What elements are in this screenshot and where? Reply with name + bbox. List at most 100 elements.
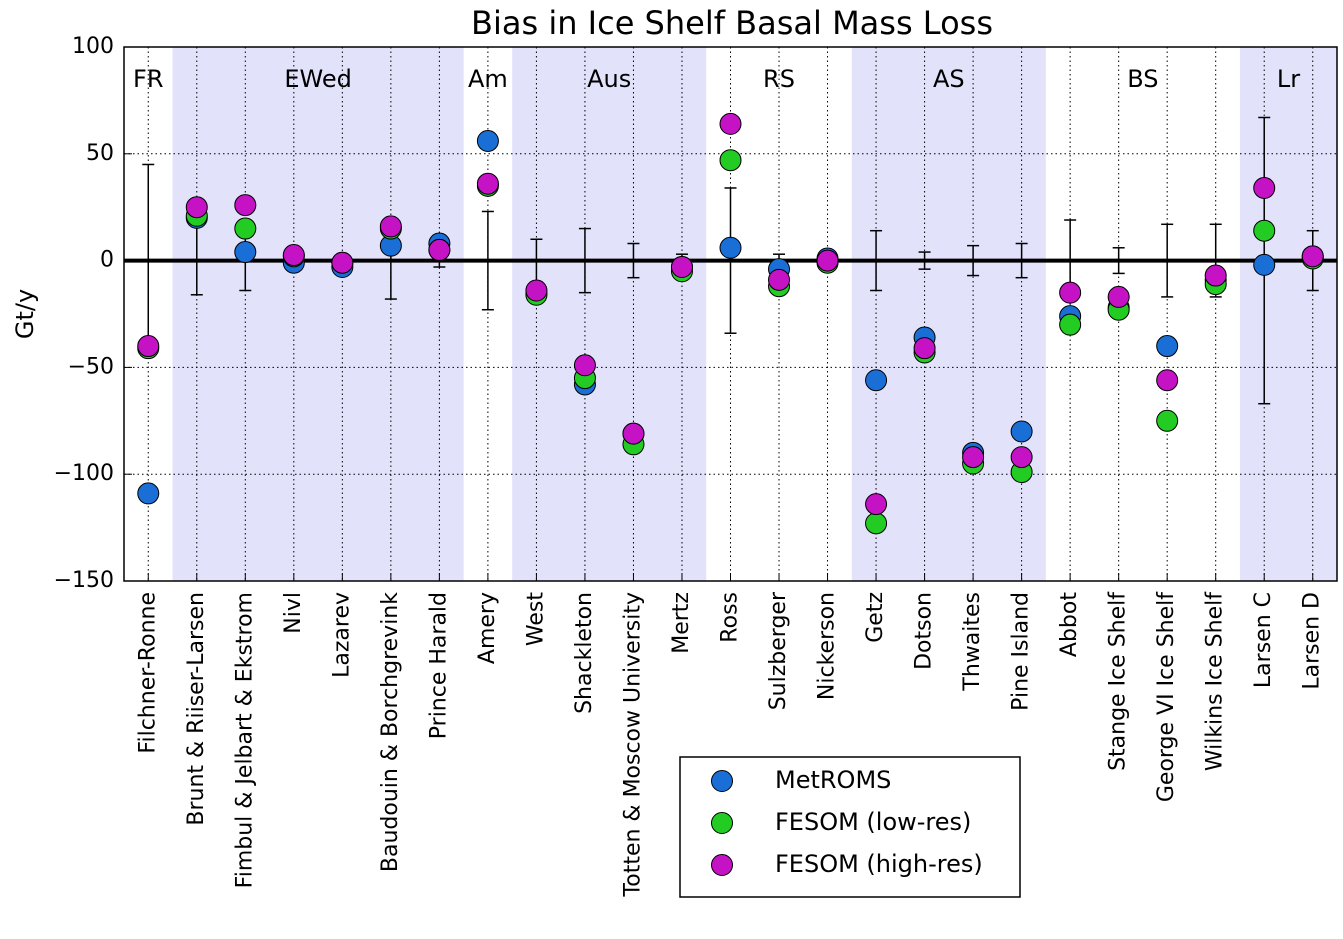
data-point — [768, 268, 791, 291]
x-tick-label: Getz — [863, 592, 888, 643]
data-point — [137, 335, 160, 358]
legend-label: FESOM (low-res) — [775, 808, 971, 836]
error-bar — [1015, 242, 1028, 279]
data-point — [1253, 219, 1276, 242]
error-bar — [578, 227, 591, 294]
data-point — [234, 241, 257, 264]
data-point — [282, 244, 305, 267]
data-point — [1010, 420, 1033, 443]
legend-label: FESOM (high-res) — [775, 850, 983, 878]
data-point — [379, 215, 402, 238]
x-tick-label: Larsen D — [1300, 592, 1325, 690]
error-bar — [481, 210, 494, 311]
data-point — [816, 249, 839, 272]
x-tick-label: Baudouin & Borchgrevink — [378, 592, 403, 872]
data-point — [1156, 369, 1179, 392]
x-tick-label: Filchner-Ronne — [135, 592, 160, 754]
legend-box — [679, 756, 1021, 898]
x-tick-label: Nivl — [281, 592, 306, 634]
y-tick-label: 50 — [86, 141, 114, 166]
error-bar — [870, 229, 883, 292]
data-point — [670, 256, 693, 279]
data-point — [234, 217, 257, 240]
region-shade — [172, 47, 464, 581]
data-point — [1059, 281, 1082, 304]
data-point — [1156, 335, 1179, 358]
x-tick-label: Amery — [475, 592, 500, 664]
x-tick-label: Dotson — [912, 592, 937, 670]
data-point — [962, 446, 985, 469]
legend-label: MetROMS — [775, 766, 891, 794]
y-tick-label: −150 — [54, 568, 114, 593]
x-tick-label: George VI Ice Shelf — [1154, 591, 1179, 802]
data-point — [185, 196, 208, 219]
data-point — [622, 422, 645, 445]
data-point — [1204, 264, 1227, 287]
x-tick-label: Fimbul & Jelbart & Ekstrom — [232, 592, 257, 888]
x-tick-label: Stange Ice Shelf — [1106, 591, 1131, 771]
data-point — [913, 337, 936, 360]
legend-marker — [711, 854, 733, 876]
data-point — [1253, 253, 1276, 276]
region-label: AS — [933, 65, 965, 93]
x-tick-label: Larsen C — [1251, 592, 1276, 688]
x-tick-label: Ross — [718, 592, 743, 643]
data-point — [428, 238, 451, 261]
data-point — [476, 172, 499, 195]
region-label: Aus — [587, 65, 631, 93]
legend-marker — [711, 812, 733, 834]
data-point — [719, 236, 742, 259]
data-point — [1059, 313, 1082, 336]
data-point — [137, 482, 160, 505]
error-bar — [627, 242, 640, 279]
x-tick-label: Sulzberger — [766, 591, 791, 710]
data-point — [865, 369, 888, 392]
error-bar — [724, 187, 737, 334]
x-tick-label: Pine Island — [1009, 592, 1034, 711]
y-tick-label: −100 — [54, 461, 114, 486]
error-bar — [967, 244, 980, 277]
region-shade — [851, 47, 1046, 581]
x-tick-label: Wilkins Ice Shelf — [1203, 591, 1228, 771]
legend-marker — [711, 770, 733, 792]
data-point — [1253, 176, 1276, 199]
data-point — [234, 194, 257, 217]
y-tick-label: 0 — [100, 248, 114, 273]
region-label: Lr — [1277, 65, 1300, 93]
chart-title: Bias in Ice Shelf Basal Mass Loss — [471, 4, 993, 42]
y-axis-label: Gt/y — [11, 289, 39, 339]
x-tick-label: Nickerson — [815, 592, 840, 700]
x-tick-label: Totten & Moscow University — [620, 592, 645, 897]
x-tick-label: Brunt & Riiser-Larsen — [184, 592, 209, 826]
data-point — [476, 129, 499, 152]
plot-frame — [123, 46, 1338, 582]
x-tick-label: West — [523, 592, 548, 646]
y-tick-label: 100 — [72, 34, 114, 59]
data-point — [865, 512, 888, 535]
data-point — [865, 493, 888, 516]
x-tick-label: Prince Harald — [426, 592, 451, 739]
data-point — [719, 149, 742, 172]
data-point — [1301, 245, 1324, 268]
legend: MetROMS FESOM (low-res) FESOM (high-res) — [679, 756, 1021, 898]
region-shade — [1239, 47, 1337, 581]
data-point — [1010, 446, 1033, 469]
region-label: BS — [1127, 65, 1158, 93]
x-tick-label: Abbot — [1057, 592, 1082, 657]
data-point — [1156, 409, 1179, 432]
error-bar — [918, 251, 931, 270]
region-label: EWed — [284, 65, 352, 93]
error-bar — [1161, 223, 1174, 298]
x-tick-label: Shackleton — [572, 592, 597, 714]
x-tick-label: Thwaites — [960, 592, 985, 692]
error-bar — [1112, 247, 1125, 275]
x-tick-label: Lazarev — [329, 592, 354, 678]
y-tick-label: −50 — [68, 354, 114, 379]
data-point — [719, 112, 742, 135]
region-shade — [512, 47, 707, 581]
data-point — [1107, 285, 1130, 308]
data-point — [331, 251, 354, 274]
x-tick-label: Mertz — [669, 592, 694, 654]
data-point — [525, 279, 548, 302]
